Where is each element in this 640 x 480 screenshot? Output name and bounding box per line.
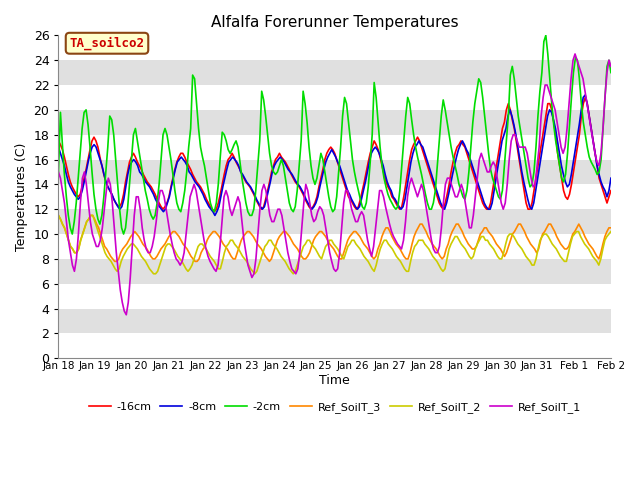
-8cm <box>54 144 62 150</box>
Ref_SoilT_2 <box>441 266 449 272</box>
-16cm <box>607 188 615 193</box>
Ref_SoilT_3 <box>386 228 394 234</box>
Text: TA_soilco2: TA_soilco2 <box>70 36 145 50</box>
Ref_SoilT_2 <box>532 256 540 262</box>
Ref_SoilT_3 <box>607 225 615 231</box>
-2cm <box>607 70 615 75</box>
Ref_SoilT_2 <box>607 228 615 234</box>
Bar <box>58 259 611 284</box>
Bar <box>58 85 611 110</box>
Ref_SoilT_3 <box>111 259 118 264</box>
Ref_SoilT_2 <box>54 213 62 218</box>
-16cm <box>582 95 589 100</box>
Ref_SoilT_2 <box>150 271 157 276</box>
Line: -2cm: -2cm <box>58 36 611 234</box>
Bar <box>58 209 611 234</box>
Ref_SoilT_3 <box>262 253 269 259</box>
Bar <box>58 36 611 60</box>
Bar <box>58 334 611 358</box>
-8cm <box>516 156 524 162</box>
Ref_SoilT_1 <box>54 169 62 175</box>
-16cm <box>366 150 374 156</box>
Line: Ref_SoilT_1: Ref_SoilT_1 <box>58 54 611 315</box>
X-axis label: Time: Time <box>319 374 350 387</box>
Title: Alfalfa Forerunner Temperatures: Alfalfa Forerunner Temperatures <box>211 15 458 30</box>
Legend: -16cm, -8cm, -2cm, Ref_SoilT_3, Ref_SoilT_2, Ref_SoilT_1: -16cm, -8cm, -2cm, Ref_SoilT_3, Ref_Soil… <box>84 397 585 417</box>
Ref_SoilT_1 <box>551 107 559 113</box>
-8cm <box>322 159 330 165</box>
Ref_SoilT_1 <box>540 95 547 100</box>
-16cm <box>76 192 84 197</box>
Bar <box>58 110 611 135</box>
Ref_SoilT_2 <box>101 250 109 255</box>
Bar <box>58 184 611 209</box>
Ref_SoilT_1 <box>571 51 579 57</box>
Ref_SoilT_1 <box>565 101 573 107</box>
-2cm <box>175 206 182 212</box>
-16cm <box>506 107 514 113</box>
-2cm <box>68 231 76 237</box>
-16cm <box>508 117 516 123</box>
Ref_SoilT_3 <box>440 253 448 259</box>
-2cm <box>366 159 374 165</box>
Ref_SoilT_2 <box>492 250 499 255</box>
-8cm <box>140 175 147 181</box>
Bar <box>58 60 611 85</box>
Line: Ref_SoilT_2: Ref_SoilT_2 <box>58 216 611 274</box>
-8cm <box>371 144 379 150</box>
-2cm <box>313 175 321 181</box>
Ref_SoilT_2 <box>206 253 214 259</box>
Bar <box>58 309 611 334</box>
Line: -8cm: -8cm <box>58 95 611 216</box>
Ref_SoilT_3 <box>338 256 346 262</box>
Ref_SoilT_1 <box>97 238 104 243</box>
-2cm <box>54 169 62 175</box>
-16cm <box>211 209 218 215</box>
-8cm <box>607 175 615 181</box>
Y-axis label: Temperatures (C): Temperatures (C) <box>15 143 28 251</box>
Ref_SoilT_1 <box>342 188 349 193</box>
Ref_SoilT_3 <box>129 231 136 237</box>
-16cm <box>313 194 321 200</box>
Ref_SoilT_1 <box>122 312 130 318</box>
Bar <box>58 159 611 184</box>
Ref_SoilT_1 <box>607 63 615 69</box>
-2cm <box>78 126 86 132</box>
Line: -16cm: -16cm <box>58 97 611 212</box>
Ref_SoilT_1 <box>358 209 365 215</box>
-8cm <box>397 206 405 212</box>
Ref_SoilT_2 <box>275 250 283 255</box>
Bar <box>58 284 611 309</box>
-8cm <box>512 132 520 138</box>
Ref_SoilT_3 <box>344 238 351 243</box>
Bar <box>58 135 611 159</box>
-2cm <box>506 72 514 78</box>
Bar <box>58 234 611 259</box>
-8cm <box>581 92 589 98</box>
-16cm <box>54 138 62 144</box>
-2cm <box>508 63 516 69</box>
-8cm <box>211 213 219 218</box>
Line: Ref_SoilT_3: Ref_SoilT_3 <box>58 216 611 262</box>
-2cm <box>542 33 550 38</box>
-16cm <box>173 159 180 165</box>
Ref_SoilT_3 <box>54 213 62 218</box>
